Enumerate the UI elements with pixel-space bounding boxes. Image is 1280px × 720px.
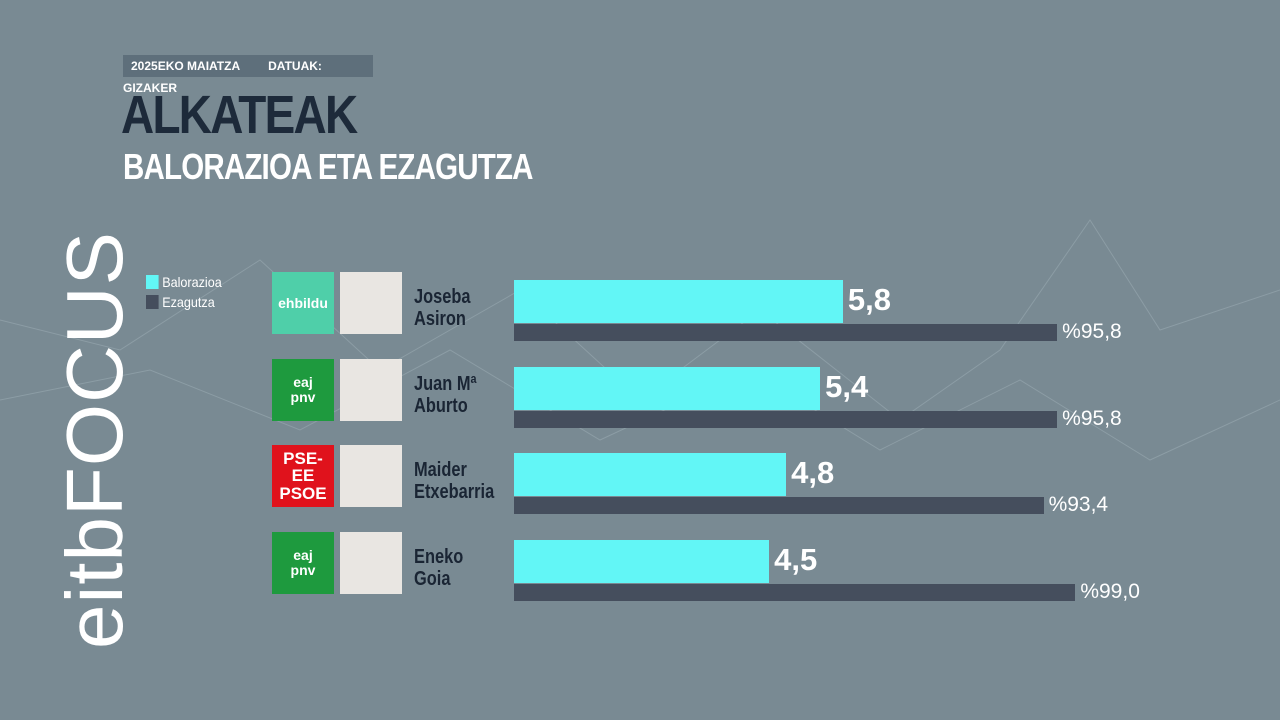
value-label: 5,4 [825, 368, 869, 404]
category-label: Eneko Goia [414, 546, 464, 591]
candidate-photo [340, 532, 402, 595]
party-logo: PSE-EE PSOE [272, 445, 334, 508]
bar [514, 584, 1076, 602]
subtitle: BALORAZIOA ETA EZAGUTZA [123, 146, 534, 187]
legend-swatch [146, 295, 159, 309]
category-label: Maider Etxebarria [414, 459, 495, 504]
value-label: 5,8 [847, 282, 891, 317]
value-label: 4,8 [791, 455, 835, 491]
brand-logo: eitbFOCUS [50, 231, 139, 649]
category-label: Joseba Asiron [414, 286, 471, 330]
bar [514, 540, 770, 584]
bar [514, 410, 1058, 428]
candidate-photo [340, 445, 402, 508]
value-label: %95,8 [1062, 406, 1122, 430]
party-logo: eaj pnv [272, 532, 334, 595]
bar [514, 453, 787, 497]
bar [514, 324, 1058, 341]
party-logo: ehbildu [272, 272, 334, 334]
value-label: %99,0 [1080, 580, 1140, 604]
party-logo: eaj pnv [272, 358, 334, 421]
legend-item: Ezagutza [146, 294, 215, 310]
date: 2025EKO MAIATZA [131, 59, 241, 73]
legend-swatch [146, 275, 159, 289]
legend-label: Ezagutza [162, 294, 215, 310]
legend-label: Balorazioa [162, 274, 222, 290]
value-label: %93,4 [1048, 493, 1109, 517]
candidate-photo [340, 272, 402, 334]
legend-item: Balorazioa [146, 274, 222, 290]
value-label: %95,8 [1062, 320, 1122, 343]
candidate-photo [340, 358, 402, 421]
header-bar: 2025EKO MAIATZA DATUAK: GIZAKER [123, 55, 373, 95]
category-label: Juan Mª Aburto [414, 372, 477, 417]
bar [514, 280, 843, 323]
value-label: 4,5 [774, 542, 818, 578]
source: DATUAK: GIZAKER [123, 59, 322, 95]
bar [514, 497, 1044, 515]
bar [514, 366, 821, 410]
title: ALKATEAK [121, 85, 358, 145]
